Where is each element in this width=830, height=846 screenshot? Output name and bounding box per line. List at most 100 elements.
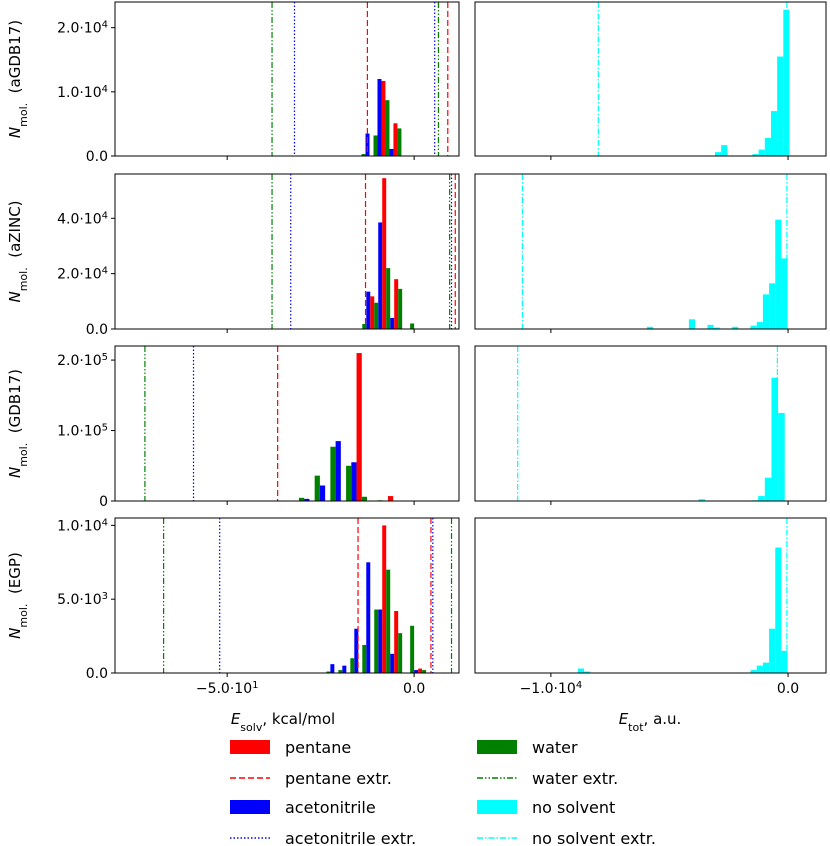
panel-egp-total: −1.0·104 0.0: [474, 517, 827, 698]
bar-no-solvent-1: [688, 319, 696, 329]
bar-water-3: [362, 644, 367, 673]
plot-area: [577, 518, 788, 673]
bar-no-solvent-2: [752, 154, 759, 156]
legend-label-water: water: [532, 738, 578, 757]
bar-acetonitrile-6: [390, 653, 395, 673]
axes-frame: [474, 173, 827, 330]
axes-frame: [114, 345, 460, 502]
bar-water-3: [397, 128, 402, 156]
bar-no-solvent-7: [781, 650, 788, 673]
y-axis-label-gdb17: Nmol. (GDB17): [6, 369, 30, 478]
bar-water-4: [346, 465, 352, 501]
x-tick-label-0: −1.0·104: [520, 680, 583, 698]
x-tick-label-0: −5.0·101: [196, 680, 259, 698]
panels: 0.0 1.0·104 2.0·104 Nmol. (aGDB17) 0.0 2.0·10…: [6, 1, 827, 698]
bar-acetonitrile-2: [378, 222, 383, 329]
bar-no-solvent-7: [762, 294, 770, 329]
y-tick-label-1: 5.0·103: [57, 591, 108, 609]
axes-frame: [474, 345, 827, 502]
bar-water-2: [314, 475, 320, 501]
panel-agdb17-total: [474, 1, 827, 160]
plot-area: [597, 2, 790, 156]
bar-no-solvent-4: [764, 138, 771, 156]
bar-no-solvent-10: [781, 258, 788, 329]
bar-pentane-1: [382, 178, 387, 329]
bar-water-5: [361, 496, 368, 501]
bar-pentane-4: [382, 525, 387, 673]
plot-area: [521, 174, 788, 329]
bar-water-4: [410, 323, 415, 329]
legend-swatch-no-solvent: [477, 800, 517, 814]
bar-acetonitrile-1: [366, 291, 371, 329]
bar-no-solvent-0: [577, 668, 585, 673]
bar-no-solvent-1: [721, 145, 728, 156]
bar-acetonitrile-1: [330, 664, 335, 673]
bar-pentane-2: [394, 279, 399, 329]
y-tick-label-0: 0.0: [86, 149, 108, 165]
bar-no-solvent-5: [769, 628, 776, 673]
bar-no-solvent-6: [756, 322, 763, 329]
y-axis-label-azinc: Nmol. (aZINC): [6, 200, 30, 302]
bar-water-3: [398, 288, 403, 329]
axes-frame: [114, 173, 460, 330]
y-tick-label-1: 1.0·104: [57, 83, 108, 101]
bar-water-7: [410, 625, 415, 673]
axes-frame: [474, 517, 827, 674]
bar-no-solvent-6: [777, 56, 784, 156]
legend-label-pentane-extr: pentane extr.: [285, 769, 392, 788]
bar-no-solvent-6: [775, 547, 782, 673]
bar-water-0: [361, 154, 366, 156]
y-tick-label-2: 4.0·104: [57, 210, 108, 228]
panel-egp-solvation: −5.0·101 0.0 0.0 5.0·103 1.0·104 Nmol. (EGP): [6, 517, 460, 698]
panel-gdb17-solvation: 0 1.0·105 2.0·105 Nmol. (GDB17): [6, 345, 460, 510]
legend-label-acetonitrile: acetonitrile: [285, 798, 376, 817]
plot-area: [271, 2, 449, 156]
bar-acetonitrile-3: [335, 441, 341, 501]
bar-no-solvent-4: [771, 377, 779, 501]
bar-acetonitrile-2: [342, 665, 347, 673]
bar-water-1: [338, 670, 343, 673]
bar-water-2: [350, 658, 355, 673]
legend-swatch-water: [477, 740, 517, 754]
axes-frame: [114, 1, 460, 157]
x-tick-label-1: 0.0: [403, 681, 425, 697]
plot-area: [163, 518, 453, 673]
bar-acetonitrile-8: [414, 670, 419, 673]
legend-label-no-solvent: no solvent: [532, 798, 615, 817]
bar-no-solvent-2: [750, 670, 757, 673]
bar-water-1: [373, 135, 378, 156]
panel-agdb17-solvation: 0.0 1.0·104 2.0·104 Nmol. (aGDB17): [6, 1, 460, 165]
bar-no-solvent-9: [775, 219, 782, 329]
bar-pentane-7: [418, 668, 423, 673]
panel-azinc-total: [474, 173, 827, 333]
legend-label-acetonitrile-extr: acetonitrile extr.: [285, 829, 416, 846]
bar-acetonitrile-2: [319, 485, 326, 501]
y-tick-label-0: 0: [99, 494, 108, 510]
bar-water-1: [374, 302, 379, 329]
x-axis-label-total: Etot, a.u.: [619, 710, 682, 734]
bar-water-1: [298, 497, 305, 501]
legend-swatch-acetonitrile: [230, 800, 270, 814]
bar-no-solvent-4: [762, 662, 770, 673]
x-axis-label-solvation: Esolv, kcal/mol: [231, 710, 335, 734]
bar-pentane-5: [394, 611, 399, 673]
bar-no-solvent-1: [584, 671, 591, 673]
x-tick-label-1: 0.0: [777, 681, 799, 697]
bar-no-solvent-8: [769, 283, 776, 329]
bar-no-solvent-3: [764, 477, 772, 501]
y-tick-label-2: 2.0·104: [57, 19, 108, 37]
legend: pentane pentane extr. acetonitrile aceto…: [230, 738, 656, 846]
bar-no-solvent-4: [732, 326, 739, 329]
bar-no-solvent-0: [646, 326, 654, 329]
panel-gdb17-total: [474, 345, 827, 505]
bar-no-solvent-5: [750, 325, 757, 329]
bar-no-solvent-0: [715, 152, 722, 156]
bar-no-solvent-2: [707, 324, 714, 329]
bar-water-0: [326, 671, 331, 673]
bar-acetonitrile-2: [389, 148, 394, 156]
bar-water-2: [386, 268, 391, 329]
bar-water-8: [422, 670, 427, 673]
bar-water-5: [386, 569, 391, 673]
y-axis-label-agdb17: Nmol. (aGDB17): [6, 20, 30, 138]
y-axis-label-egp: Nmol. (EGP): [6, 552, 30, 639]
